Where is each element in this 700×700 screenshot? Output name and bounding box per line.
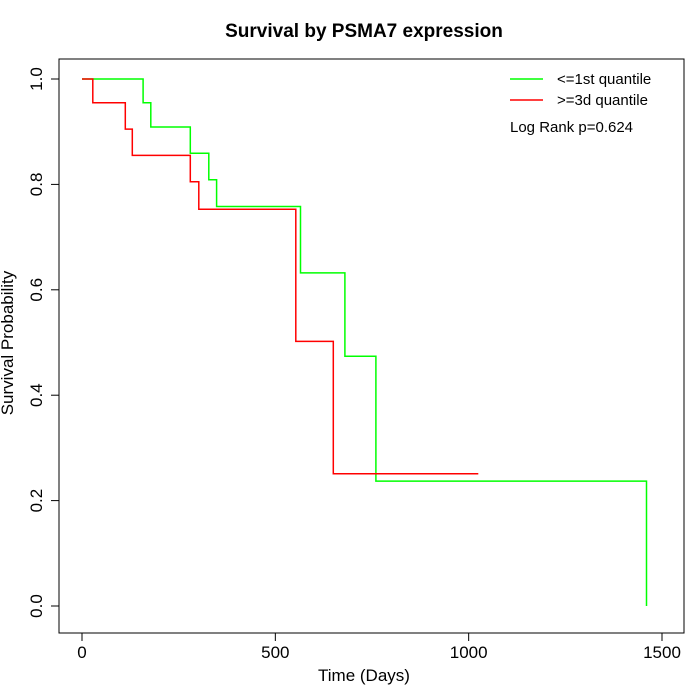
x-tick-label: 1500 <box>643 643 681 662</box>
x-tick-label: 500 <box>261 643 289 662</box>
legend-label-series-1: <=1st quantile <box>557 71 651 88</box>
y-axis-label: Survival Probability <box>0 270 17 415</box>
x-axis: 0 500 1000 1500 <box>77 632 681 662</box>
y-tick-label: 0.8 <box>27 173 46 197</box>
y-tick-label: 0.6 <box>27 278 46 302</box>
series-line-2 <box>82 78 479 475</box>
x-tick-label: 0 <box>77 643 86 662</box>
legend-label-series-2: >=3d quantile <box>557 92 648 109</box>
series-line-1 <box>82 78 648 606</box>
y-tick-label: 0.4 <box>27 383 46 407</box>
chart-title: Survival by PSMA7 expression <box>225 21 503 42</box>
series-layer <box>82 78 648 606</box>
x-axis-label: Time (Days) <box>318 666 410 685</box>
y-tick-label: 0.0 <box>27 594 46 618</box>
y-tick-label: 1.0 <box>27 67 46 91</box>
x-tick-label: 1000 <box>450 643 488 662</box>
y-axis: 0.0 0.2 0.4 0.6 0.8 1.0 <box>27 67 60 618</box>
legend: <=1st quantile >=3d quantile <box>510 71 651 109</box>
log-rank-annotation: Log Rank p=0.624 <box>510 119 633 136</box>
y-tick-label: 0.2 <box>27 489 46 513</box>
